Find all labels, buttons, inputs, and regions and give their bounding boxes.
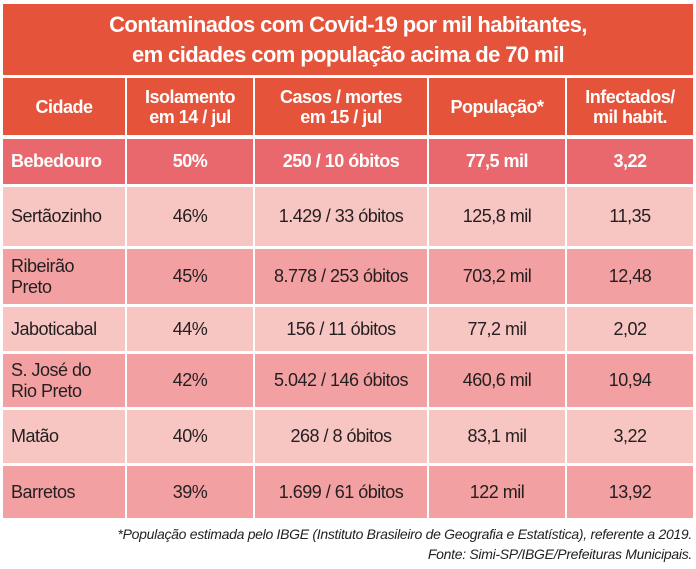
cell-city: Bebedouro xyxy=(3,138,127,187)
cell-cases-deaths: 1.429 / 33 óbitos xyxy=(255,187,429,249)
column-header-text: em 14 / jul xyxy=(149,106,231,127)
cell-infected-per-thousand: 10,94 xyxy=(567,354,693,410)
cell-infected-per-thousand: 11,35 xyxy=(567,187,693,249)
cell-infected-per-thousand: 3,22 xyxy=(567,410,693,466)
cell-city: S. José do Rio Preto xyxy=(3,354,127,410)
column-header-infected-per-thousand: Infectados/mil habit. xyxy=(567,78,693,138)
column-header-isolation: Isolamento em 14 / jul xyxy=(127,78,255,138)
infographic: Contaminados com Covid-19 por mil habita… xyxy=(3,4,693,521)
cell-isolation: 42% xyxy=(127,354,255,410)
table-row: Bebedouro 50% 250 / 10 óbitos 77,5 mil 3,22 xyxy=(3,138,693,187)
column-header-text: Casos / mortes xyxy=(279,86,403,107)
cell-infected-per-thousand: 13,92 xyxy=(567,466,693,521)
cell-population: 125,8 mil xyxy=(429,187,567,249)
cell-cases-deaths: 5.042 / 146 óbitos xyxy=(255,354,429,410)
cell-isolation: 39% xyxy=(127,466,255,521)
cell-city: Ribeirão Preto xyxy=(3,249,127,307)
cell-population: 122 mil xyxy=(429,466,567,521)
cell-population: 77,5 mil xyxy=(429,138,567,187)
cell-cases-deaths: 250 / 10 óbitos xyxy=(255,138,429,187)
title-line-2: em cidades com população acima de 70 mil xyxy=(131,41,565,67)
table-row: S. José do Rio Preto 42% 5.042 / 146 óbito… xyxy=(3,354,693,410)
footnote-note: *População estimada pelo IBGE (Instituto… xyxy=(117,526,693,542)
table-row: Ribeirão Preto 45% 8.778 / 253 óbitos 703,2… xyxy=(3,249,693,307)
cell-isolation: 46% xyxy=(127,187,255,249)
cell-infected-per-thousand: 3,22 xyxy=(567,138,693,187)
table-row: Sertãozinho 46% 1.429 / 33 óbitos 125,8 mil… xyxy=(3,187,693,249)
cell-isolation: 40% xyxy=(127,410,255,466)
cell-population: 703,2 mil xyxy=(429,249,567,307)
table-row: Matão 40% 268 / 8 óbitos 83,1 mil 3,22 xyxy=(3,410,693,466)
data-table: Cidade Isolamento em 14 / jul Casos / morte… xyxy=(3,78,693,521)
header-row: Cidade Isolamento em 14 / jul Casos / morte… xyxy=(3,78,693,138)
cell-infected-per-thousand: 12,48 xyxy=(567,249,693,307)
footnote: *População estimada pelo IBGE (Instituto… xyxy=(118,524,693,564)
title-line-1: Contaminados com Covid-19 por mil habita… xyxy=(109,11,587,37)
column-header-text: População* xyxy=(450,96,544,117)
title-banner: Contaminados com Covid-19 por mil habita… xyxy=(3,4,693,75)
column-header-text: mil habit. xyxy=(592,106,668,127)
column-header-text: Infectados/ xyxy=(585,86,675,107)
cell-population: 83,1 mil xyxy=(429,410,567,466)
cell-isolation: 44% xyxy=(127,307,255,354)
footnote-source: Fonte: Simi-SP/IBGE/Prefeituras Municipa… xyxy=(427,546,692,562)
cell-cases-deaths: 8.778 / 253 óbitos xyxy=(255,249,429,307)
column-header-text: em 15 / jul xyxy=(300,106,382,127)
cell-city: Sertãozinho xyxy=(3,187,127,249)
column-header-text: Cidade xyxy=(35,96,93,117)
cell-population: 77,2 mil xyxy=(429,307,567,354)
cell-isolation: 50% xyxy=(127,138,255,187)
cell-cases-deaths: 156 / 11 óbitos xyxy=(255,307,429,354)
cell-cases-deaths: 268 / 8 óbitos xyxy=(255,410,429,466)
column-header-population: População* xyxy=(429,78,567,138)
cell-isolation: 45% xyxy=(127,249,255,307)
column-header-cases-deaths: Casos / mortes em 15 / jul xyxy=(255,78,429,138)
cell-cases-deaths: 1.699 / 61 óbitos xyxy=(255,466,429,521)
table-row: Barretos 39% 1.699 / 61 óbitos 122 mil 13,92 xyxy=(3,466,693,521)
table-row: Jaboticabal 44% 156 / 11 óbitos 77,2 mil 2,0… xyxy=(3,307,693,354)
cell-infected-per-thousand: 2,02 xyxy=(567,307,693,354)
column-header-city: Cidade xyxy=(3,78,127,138)
cell-city: Barretos xyxy=(3,466,127,521)
cell-city: Matão xyxy=(3,410,127,466)
cell-city: Jaboticabal xyxy=(3,307,127,354)
column-header-text: Isolamento xyxy=(144,86,236,107)
cell-population: 460,6 mil xyxy=(429,354,567,410)
